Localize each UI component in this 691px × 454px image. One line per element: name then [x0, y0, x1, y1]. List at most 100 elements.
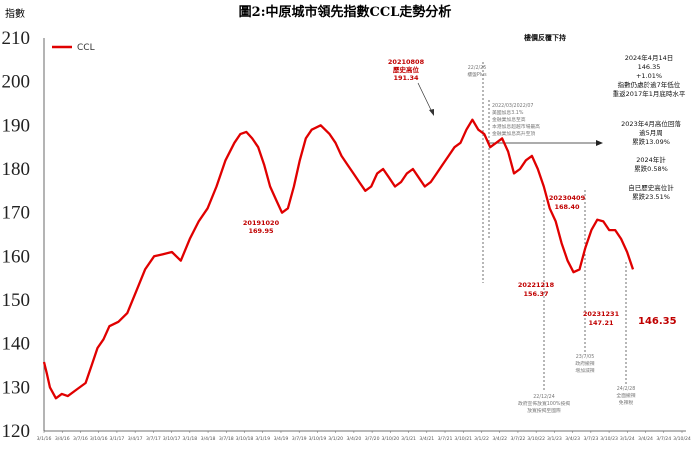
- gray-b3-3: 免辣稅: [619, 399, 634, 406]
- note4-line1: 自已歷史高位計: [628, 183, 674, 192]
- scheme-title: 樓價反覆下持: [524, 33, 566, 42]
- legend-label: CCL: [77, 43, 95, 53]
- gray-mid-5: 金融業加息高升至頂: [492, 130, 535, 137]
- legend: CCL: [52, 43, 95, 53]
- x-tick-label: 3/10/22: [527, 436, 545, 442]
- x-tick-label: 3/1/21: [401, 436, 416, 442]
- gray-b2-3: 增加減辣: [575, 367, 594, 374]
- y-tick-label: 140: [2, 334, 31, 355]
- x-tick-label: 3/1/16: [37, 436, 52, 442]
- note3-line2: 累跌0.58%: [634, 164, 668, 173]
- x-tick-label: 3/4/19: [274, 436, 289, 442]
- gray-mid-1: 2022/03/2022/07: [492, 103, 533, 109]
- y-tick-labels: 120 130 140 150 160 170 180 190 200 210: [2, 28, 31, 442]
- low-2019-value: 169.95: [248, 227, 274, 235]
- x-tick-label: 3/10/24: [673, 436, 691, 442]
- gray-note-dec2022: 22/12/24 政府宣佈放寬100%按揭 放寬按揭至國際: [518, 394, 570, 414]
- y-tick-label: 160: [2, 246, 31, 267]
- y-axis-unit: 指數: [5, 7, 25, 20]
- peak-text: 歷史高位: [393, 65, 420, 74]
- note-line5: 重返2017年1月底時水平: [613, 89, 686, 98]
- high-2023-date: 20230409: [549, 194, 586, 202]
- trend-arrow-head: [596, 140, 603, 146]
- peak-value: 191.34: [393, 74, 419, 82]
- x-tick-labels: 3/1/16 3/4/16 3/7/16 3/10/16 3/1/17 3/4/17 3/7…: [37, 431, 691, 442]
- y-tick-label: 120: [2, 421, 31, 442]
- high-2023-value: 168.40: [554, 203, 580, 211]
- gray-b2-1: 23/7/05: [576, 354, 595, 360]
- gray-b3-2: 全面撤辣: [616, 392, 635, 399]
- x-tick-label: 3/4/24: [638, 436, 653, 442]
- low-2023-label: 20231231 147.21: [583, 310, 620, 327]
- y-tick-label: 150: [2, 290, 31, 311]
- gray-note-feb2024: 24/2/28 全面撤辣 免辣稅: [616, 386, 635, 406]
- x-tick-label: 3/7/22: [511, 436, 526, 442]
- note-value: 146.35: [638, 63, 661, 71]
- x-tick-label: 3/7/16: [73, 436, 88, 442]
- x-tick-label: 3/1/18: [182, 436, 197, 442]
- x-tick-label: 3/10/20: [381, 436, 399, 442]
- y-tick-label: 130: [2, 377, 31, 398]
- gray-b1-1: 22/12/24: [533, 394, 555, 400]
- x-tick-label: 3/10/19: [309, 436, 327, 442]
- note-date: 2024年4月14日: [625, 53, 673, 62]
- series-line-ccl: [42, 118, 635, 400]
- notes-2023: 2023年4月高位回落 逾5月周 累跌13.09%: [621, 119, 681, 146]
- notes-latest: 2024年4月14日 146.35 +1.01% 指數仍處於逾7年低位 重返20…: [613, 53, 686, 98]
- x-tick-label: 3/4/17: [128, 436, 143, 442]
- x-tick-label: 3/7/23: [583, 436, 598, 442]
- gray-note-jul2023: 23/7/05 政府撤辣 增加減辣: [575, 354, 594, 374]
- x-tick-label: 3/10/18: [236, 436, 254, 442]
- x-tick-label: 3/7/20: [365, 436, 380, 442]
- gray-b1-2: 政府宣佈放寬100%按揭: [518, 400, 570, 407]
- x-tick-label: 3/1/19: [255, 436, 270, 442]
- notes-peak: 自已歷史高位計 累跌23.51%: [628, 183, 674, 201]
- note2-line3: 累跌13.09%: [632, 137, 670, 146]
- note3-line1: 2024年計: [636, 155, 666, 164]
- gray-top-1: 22/2/25: [468, 65, 487, 71]
- x-tick-label: 3/4/16: [55, 436, 70, 442]
- x-tick-label: 3/1/20: [328, 436, 343, 442]
- gray-top-2: 樓盤Plus: [467, 71, 487, 78]
- y-tick-label: 200: [2, 72, 31, 93]
- x-tick-label: 3/10/23: [600, 436, 618, 442]
- note-change: +1.01%: [636, 72, 662, 80]
- low-2023-date: 20231231: [583, 310, 620, 318]
- x-tick-label: 3/4/23: [565, 436, 580, 442]
- x-tick-label: 3/7/24: [656, 436, 671, 442]
- x-tick-label: 3/4/22: [492, 436, 507, 442]
- note4-line2: 累跌23.51%: [632, 192, 670, 201]
- gray-b1-3: 放寬按揭至國際: [527, 407, 561, 414]
- x-tick-label: 3/7/18: [219, 436, 234, 442]
- x-tick-label: 3/1/17: [110, 436, 125, 442]
- x-tick-label: 3/4/20: [346, 436, 361, 442]
- low-2023-value: 147.21: [588, 319, 614, 327]
- gray-mid-3: 金融業加息至高: [492, 116, 526, 123]
- low-2022-date: 20221218: [518, 281, 555, 289]
- y-tick-label: 180: [2, 159, 31, 180]
- note2-line1: 2023年4月高位回落: [621, 119, 681, 128]
- x-tick-label: 3/10/17: [163, 436, 181, 442]
- x-tick-label: 3/7/21: [438, 436, 453, 442]
- peak-label: 20210808 歷史高位 191.34: [388, 58, 425, 82]
- x-tick-label: 3/7/17: [146, 436, 161, 442]
- gray-b2-2: 政府撤辣: [575, 360, 594, 367]
- low-2022-label: 20221218 156.37: [518, 281, 555, 298]
- low-2019-label: 20191020 169.95: [243, 219, 280, 235]
- low-2019-date: 20191020: [243, 219, 280, 227]
- x-tick-label: 3/1/24: [620, 436, 635, 442]
- y-tick-label: 210: [2, 28, 31, 49]
- low-2022-value: 156.37: [523, 290, 548, 298]
- x-tick-label: 3/7/19: [292, 436, 307, 442]
- event-markers: [482, 62, 627, 392]
- peak-date: 20210808: [388, 58, 425, 66]
- chart-title: 圖2:中原城市領先指數CCL走勢分析: [239, 4, 452, 20]
- y-tick-label: 170: [2, 203, 31, 224]
- x-tick-label: 3/1/22: [474, 436, 489, 442]
- gray-mid-4: 本港加息超越市場最高: [492, 123, 540, 130]
- x-tick-label: 3/1/23: [547, 436, 562, 442]
- note-line4: 指數仍處於逾7年低位: [618, 80, 681, 89]
- notes-2024: 2024年計 累跌0.58%: [634, 155, 668, 173]
- x-tick-label: 3/4/18: [201, 436, 216, 442]
